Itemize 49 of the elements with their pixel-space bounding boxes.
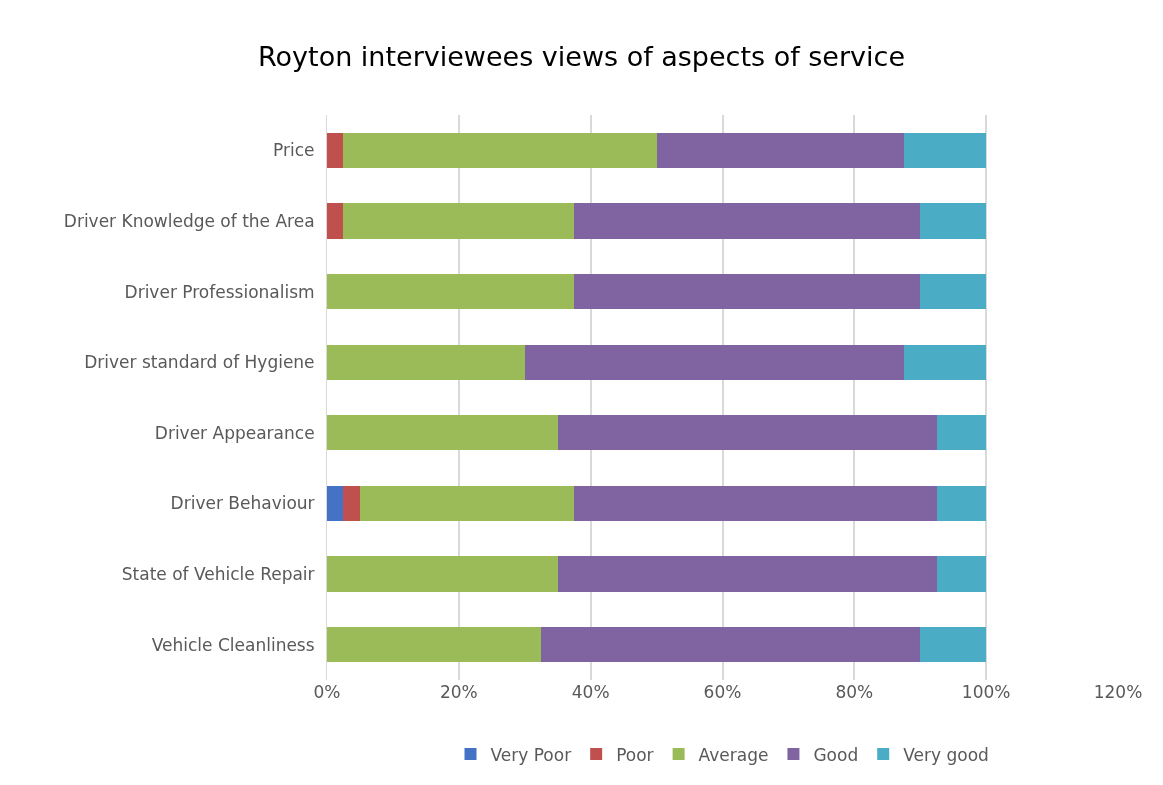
y-tick-label: Driver Knowledge of the Area — [63, 210, 315, 231]
x-tick-label: 80% — [835, 682, 874, 702]
bar — [343, 485, 360, 522]
bar — [327, 273, 575, 310]
bar — [541, 627, 921, 663]
bar — [936, 485, 987, 522]
y-tick-label: Price — [273, 140, 315, 161]
bar — [524, 344, 904, 380]
x-tick-label: 0% — [313, 682, 341, 702]
bar — [343, 203, 575, 239]
x-tick-label: 40% — [571, 682, 610, 702]
legend-label: Good — [813, 744, 859, 765]
legend-label: Very good — [903, 744, 989, 765]
bar — [903, 344, 987, 380]
bar — [656, 132, 904, 168]
bar — [327, 556, 558, 592]
bar — [574, 485, 937, 522]
y-tick-label: Driver standard of Hygiene — [84, 352, 315, 373]
bar — [920, 273, 987, 310]
y-tick-label: Driver Professionalism — [124, 281, 315, 302]
y-tick-label: Driver Appearance — [154, 422, 315, 443]
bar — [327, 485, 344, 522]
bar — [359, 485, 575, 522]
bar — [343, 132, 657, 168]
chart-title: Royton interviewees views of aspects of service — [258, 41, 905, 72]
bar — [574, 203, 921, 239]
x-tick-label: 20% — [439, 682, 478, 702]
bar — [920, 627, 987, 663]
bar — [327, 344, 525, 380]
bar — [327, 132, 344, 168]
legend-label: Poor — [616, 744, 654, 765]
y-tick-label: Vehicle Cleanliness — [151, 634, 315, 655]
x-tick-label: 120% — [1093, 682, 1143, 702]
y-tick-label: State of Vehicle Repair — [121, 564, 315, 585]
x-tick-label: 100% — [961, 682, 1011, 702]
bar — [903, 132, 987, 168]
bar — [936, 556, 987, 592]
legend-label: Very Poor — [490, 744, 572, 765]
x-tick-label: 60% — [703, 682, 742, 702]
legend-label: Average — [698, 744, 769, 765]
bar — [557, 556, 937, 592]
bar — [557, 415, 937, 451]
bar — [920, 203, 987, 239]
bar — [327, 415, 558, 451]
bar — [574, 273, 921, 310]
bar — [327, 627, 542, 663]
bar — [327, 203, 344, 239]
bar — [936, 415, 987, 451]
y-tick-label: Driver Behaviour — [170, 493, 315, 514]
